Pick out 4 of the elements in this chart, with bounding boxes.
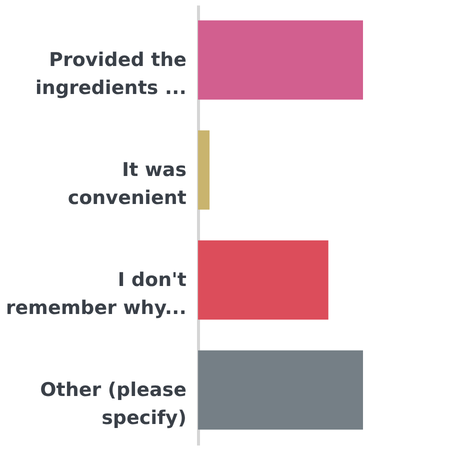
y-tick-label: I don't remember why... [6,269,186,319]
y-tick-label: Provided the ingredients ... [35,49,186,99]
y-tick-label: It was convenient [68,159,186,209]
y-tick-label: Other (please specify) [40,379,186,429]
